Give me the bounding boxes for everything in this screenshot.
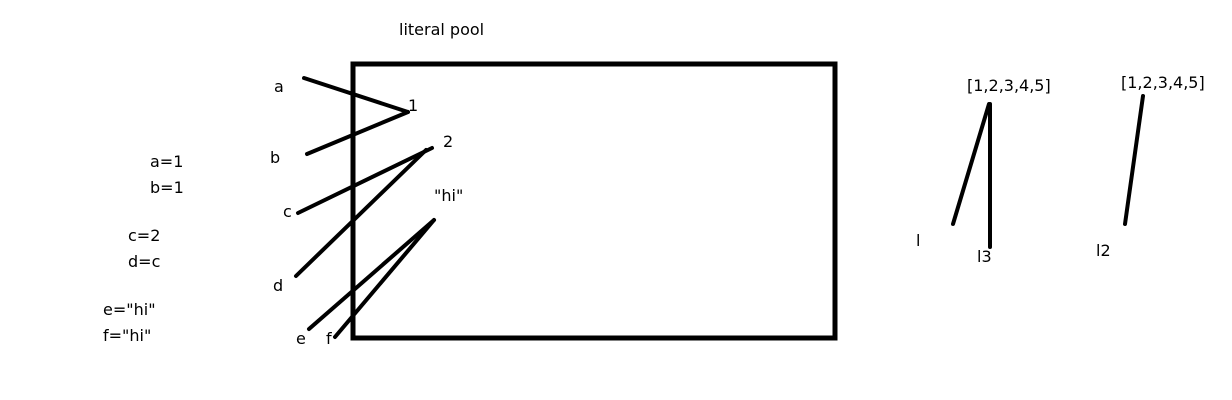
arrow-c-to-2 <box>296 146 434 215</box>
list-name-l3: l3 <box>977 247 992 266</box>
list-name-l: l <box>916 231 921 250</box>
pool-value-1: 1 <box>408 96 419 115</box>
code-line-c: c=2 <box>128 226 161 245</box>
code-line-e: e="hi" <box>103 300 156 319</box>
var-c: c <box>283 202 292 221</box>
var-f: f <box>326 329 332 348</box>
arrow-f-to-hi <box>333 218 436 339</box>
arrow-d-to-2 <box>294 148 428 278</box>
arrow-b-to-1 <box>305 110 410 156</box>
arrow-e-to-hi <box>307 218 436 331</box>
arrow-l-to-list1 <box>951 102 991 226</box>
arrow-a-to-1 <box>302 76 410 114</box>
list-name-l2: l2 <box>1096 241 1111 260</box>
code-line-f: f="hi" <box>103 326 152 345</box>
code-line-d: d=c <box>128 252 161 271</box>
var-a: a <box>274 77 284 96</box>
literal-pool-title: literal pool <box>399 20 485 39</box>
var-b: b <box>270 148 281 167</box>
pool-value-hi: "hi" <box>434 186 464 205</box>
arrow-l2-to-list2 <box>1123 94 1145 226</box>
code-line-a: a=1 <box>150 152 184 171</box>
list2-value: [1,2,3,4,5] <box>1121 73 1205 92</box>
var-d: d <box>273 276 284 295</box>
code-line-b: b=1 <box>150 178 184 197</box>
pool-value-2: 2 <box>443 132 454 151</box>
var-e: e <box>296 329 306 348</box>
list1-value: [1,2,3,4,5] <box>967 76 1051 95</box>
literal-pool-box <box>350 61 838 341</box>
